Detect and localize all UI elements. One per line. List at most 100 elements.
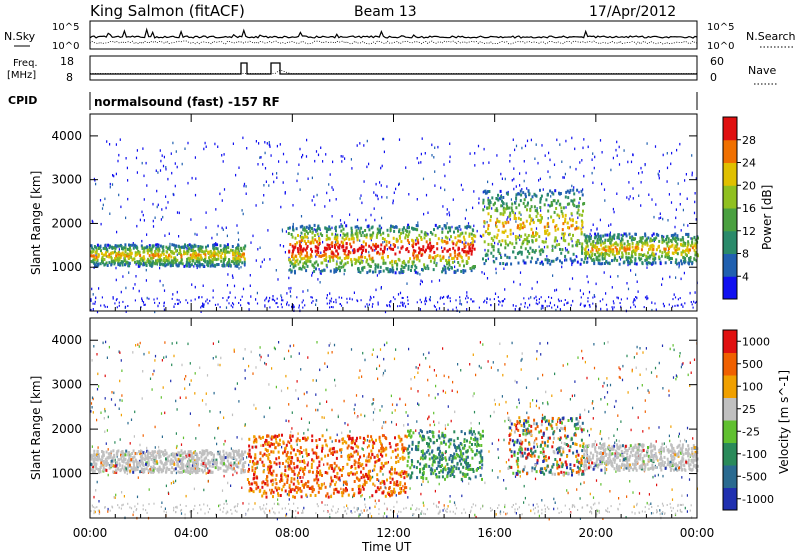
range-cell	[192, 461, 194, 465]
noise-cell	[438, 482, 440, 486]
noise-cell	[364, 414, 366, 418]
noise-cell	[569, 287, 571, 291]
near-range-cell	[424, 303, 426, 306]
noise-cell	[143, 198, 145, 201]
range-cell	[682, 255, 685, 259]
noise-cell	[651, 301, 653, 304]
nsky-tick-bottom: 10^0	[52, 41, 79, 52]
range-cell	[191, 253, 194, 257]
noise-cell	[314, 228, 317, 232]
noise-cell	[380, 286, 382, 289]
near-range-cell	[202, 304, 204, 307]
range-cell	[564, 195, 567, 199]
range-cell	[448, 261, 450, 265]
range-cell	[497, 250, 500, 253]
noise-cell	[326, 444, 328, 448]
noise-cell	[107, 473, 109, 477]
range-cell	[573, 204, 576, 208]
noise-cell	[652, 475, 654, 479]
noise-cell	[175, 446, 178, 450]
noise-cell	[291, 411, 293, 414]
noise-cell	[686, 510, 688, 513]
noise-cell	[504, 177, 506, 181]
range-cell	[229, 264, 232, 268]
range-cell	[91, 260, 94, 264]
range-cell	[134, 254, 137, 257]
noise-cell	[516, 381, 518, 384]
range-cell	[355, 229, 358, 233]
range-cell	[360, 226, 363, 230]
range-cell	[546, 229, 549, 233]
range-cell	[671, 236, 674, 240]
near-range-cell	[455, 299, 457, 302]
range-cell	[457, 234, 460, 238]
range-cell	[157, 253, 160, 257]
noise-cell	[687, 224, 689, 227]
near-range-cell	[580, 296, 582, 299]
noise-cell	[218, 340, 220, 343]
range-cell	[166, 456, 169, 460]
noise-cell	[162, 215, 164, 219]
noise-cell	[236, 436, 238, 439]
range-cell	[473, 247, 476, 251]
range-cell	[126, 252, 129, 256]
range-cell	[328, 225, 331, 229]
range-cell	[502, 196, 505, 199]
range-cell	[319, 232, 322, 236]
range-cell	[645, 254, 648, 258]
range-cell	[674, 249, 677, 252]
noise-cell	[392, 201, 394, 205]
noise-cell	[372, 418, 374, 422]
range-cell	[211, 261, 214, 264]
noise-cell	[98, 287, 100, 290]
range-cell	[139, 464, 142, 468]
noise-cell	[397, 293, 400, 296]
range-cell	[356, 232, 359, 236]
noise-cell	[606, 308, 608, 311]
range-cell	[501, 199, 503, 203]
range-cell	[330, 255, 333, 259]
noise-cell	[258, 142, 260, 145]
range-cell	[682, 241, 685, 245]
near-range-cell	[116, 298, 118, 300]
noise-cell	[593, 343, 595, 346]
noise-cell	[336, 260, 338, 263]
range-cell	[155, 243, 158, 247]
noise-cell	[478, 422, 480, 425]
noise-cell	[668, 394, 670, 397]
noise-cell	[241, 486, 243, 489]
noise-cell	[288, 419, 290, 423]
range-cell	[166, 466, 169, 470]
range-cell	[346, 261, 349, 265]
noise-cell	[377, 197, 379, 201]
noise-cell	[326, 400, 328, 403]
range-cell	[655, 232, 658, 236]
range-cell	[697, 236, 699, 240]
noise-cell	[481, 467, 483, 470]
range-cell	[442, 267, 444, 271]
noise-cell	[693, 211, 696, 215]
range-cell	[430, 244, 433, 248]
noise-cell	[668, 193, 670, 196]
near-range-cell	[403, 302, 405, 305]
range-cell	[541, 216, 543, 220]
noise-cell	[132, 287, 134, 290]
range-cell	[309, 256, 311, 260]
near-range-cell	[560, 299, 562, 302]
range-cell	[624, 232, 627, 236]
range-cell	[570, 212, 573, 216]
noise-cell	[488, 450, 490, 453]
range-cell	[607, 238, 610, 242]
noise-cell	[119, 398, 121, 402]
noise-cell	[125, 286, 127, 290]
noise-cell	[427, 233, 429, 236]
range-cell	[102, 246, 105, 250]
range-cell	[425, 248, 427, 252]
noise-cell	[261, 260, 263, 264]
noise-cell	[486, 297, 488, 300]
range-cell	[604, 254, 607, 258]
range-cell	[375, 235, 378, 239]
noise-cell	[629, 480, 631, 483]
range-cell	[190, 256, 193, 260]
noise-cell	[119, 379, 121, 383]
